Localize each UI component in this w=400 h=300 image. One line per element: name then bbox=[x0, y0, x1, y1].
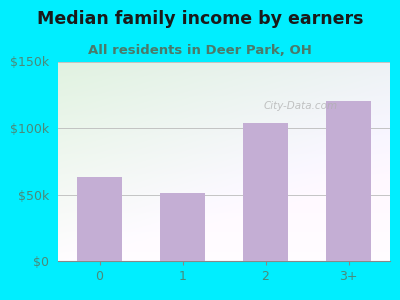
Text: All residents in Deer Park, OH: All residents in Deer Park, OH bbox=[88, 44, 312, 56]
Text: Median family income by earners: Median family income by earners bbox=[37, 11, 363, 28]
Bar bbox=[243, 123, 288, 261]
Text: City-Data.com: City-Data.com bbox=[264, 101, 338, 111]
Bar bbox=[77, 177, 122, 261]
Bar bbox=[160, 193, 205, 261]
Bar bbox=[326, 101, 371, 261]
